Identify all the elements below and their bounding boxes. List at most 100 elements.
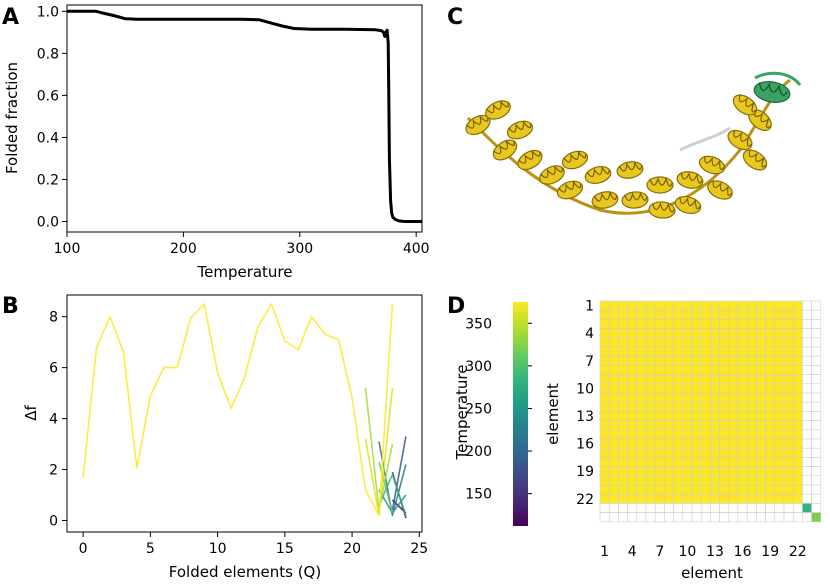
panel-a-frame [66,4,423,233]
heatmap-cell [746,457,757,467]
heatmap-cell [636,447,647,458]
heatmap-cell [756,503,766,513]
heatmap-cell [636,429,647,440]
panel-d-x-tick-label: 1 [600,544,609,560]
panel-d-x-tick-label: 7 [655,544,664,560]
heatmap-cell [691,466,702,477]
protein-helix-coil [680,171,703,184]
protein-helix-coil [465,115,489,129]
heatmap-cell [636,420,647,431]
panel-d-y-tick-label: 4 [585,326,594,342]
heatmap-cell [765,420,776,431]
heatmap-cell [691,383,702,394]
heatmap-cell [719,337,730,348]
heatmap-cell [627,457,638,467]
heatmap-cell [636,319,647,329]
heatmap-cell [783,429,794,440]
protein-helix-body [698,155,726,175]
heatmap-cell [710,420,720,431]
heatmap-cell [710,328,720,339]
heatmap-cell [608,447,619,458]
protein-helix [648,201,676,219]
heatmap-cell [811,309,822,320]
heatmap-cell [746,319,757,329]
heatmap-cell [636,328,647,339]
heatmap-cell [599,346,610,357]
heatmap-cell [783,337,794,348]
heatmap-cell [682,420,693,431]
heatmap-cell [792,346,803,357]
heatmap-cell [645,438,656,449]
heatmap-cell [691,365,702,375]
heatmap-cell [774,484,785,495]
heatmap-cell [792,365,803,375]
heatmap-cell [783,484,794,495]
heatmap-cell [719,328,730,339]
heatmap-cell [682,328,693,339]
heatmap-cell [691,401,702,412]
protein-helix [506,120,534,140]
heatmap-cell [728,466,739,477]
heatmap-cell [691,411,702,421]
heatmap-cell [737,475,748,486]
heatmap-cell [645,374,656,385]
heatmap-cell [811,392,822,403]
panel-d-y-tick-label: 7 [585,354,594,370]
heatmap-cell [746,411,757,421]
heatmap-cell [608,411,619,421]
heatmap-cell [682,346,693,357]
heatmap-cell [645,512,656,523]
heatmap-cell [802,392,812,403]
heatmap-cell [728,475,739,486]
heatmap-cell [756,512,766,523]
heatmap-cell [664,429,674,440]
heatmap-cell [719,401,730,412]
heatmap-cell [746,429,757,440]
heatmap-cell [710,466,720,477]
heatmap-cell [728,503,739,513]
heatmap-cell [673,420,684,431]
heatmap-cell [664,411,674,421]
heatmap-cell [746,493,757,504]
heatmap-cell [765,392,776,403]
protein-helix-body [742,149,768,171]
heatmap-cell [774,319,785,329]
heatmap-cell [746,512,757,523]
panel-b-x-tick-label: 15 [276,541,294,557]
heatmap-cell [774,429,785,440]
heatmap-cell [636,493,647,504]
heatmap-cell [673,300,684,311]
heatmap-cell [811,438,822,449]
heatmap-cell [618,346,628,357]
heatmap-cell [599,411,610,421]
heatmap-cell [682,466,693,477]
panel-d-y-tick-label: 16 [576,437,594,453]
heatmap-cell [774,411,785,421]
heatmap-cell [691,328,702,339]
heatmap-cell [792,355,803,366]
heatmap-cell [737,374,748,385]
heatmap-cell [700,383,711,394]
heatmap-cell [811,457,822,467]
protein-helix [616,161,644,179]
heatmap-cell [774,447,785,458]
heatmap-cell [645,328,656,339]
heatmap-cell [673,411,684,421]
protein-helix [732,94,758,116]
heatmap-cell [811,346,822,357]
heatmap-cell [673,374,684,385]
heatmap-cell [691,374,702,385]
heatmap-cell [728,457,739,467]
heatmap-cell [700,484,711,495]
heatmap-cell [774,466,785,477]
heatmap-cell [636,466,647,477]
heatmap-cell [618,447,628,458]
protein-helix [517,149,543,171]
heatmap-cell [618,309,628,320]
heatmap-cell [765,319,776,329]
protein-helix-coil [563,150,587,163]
panel-b-x-tick-label: 10 [209,541,227,557]
heatmap-cell [627,512,638,523]
heatmap-cell [636,355,647,366]
heatmap-cell [783,355,794,366]
